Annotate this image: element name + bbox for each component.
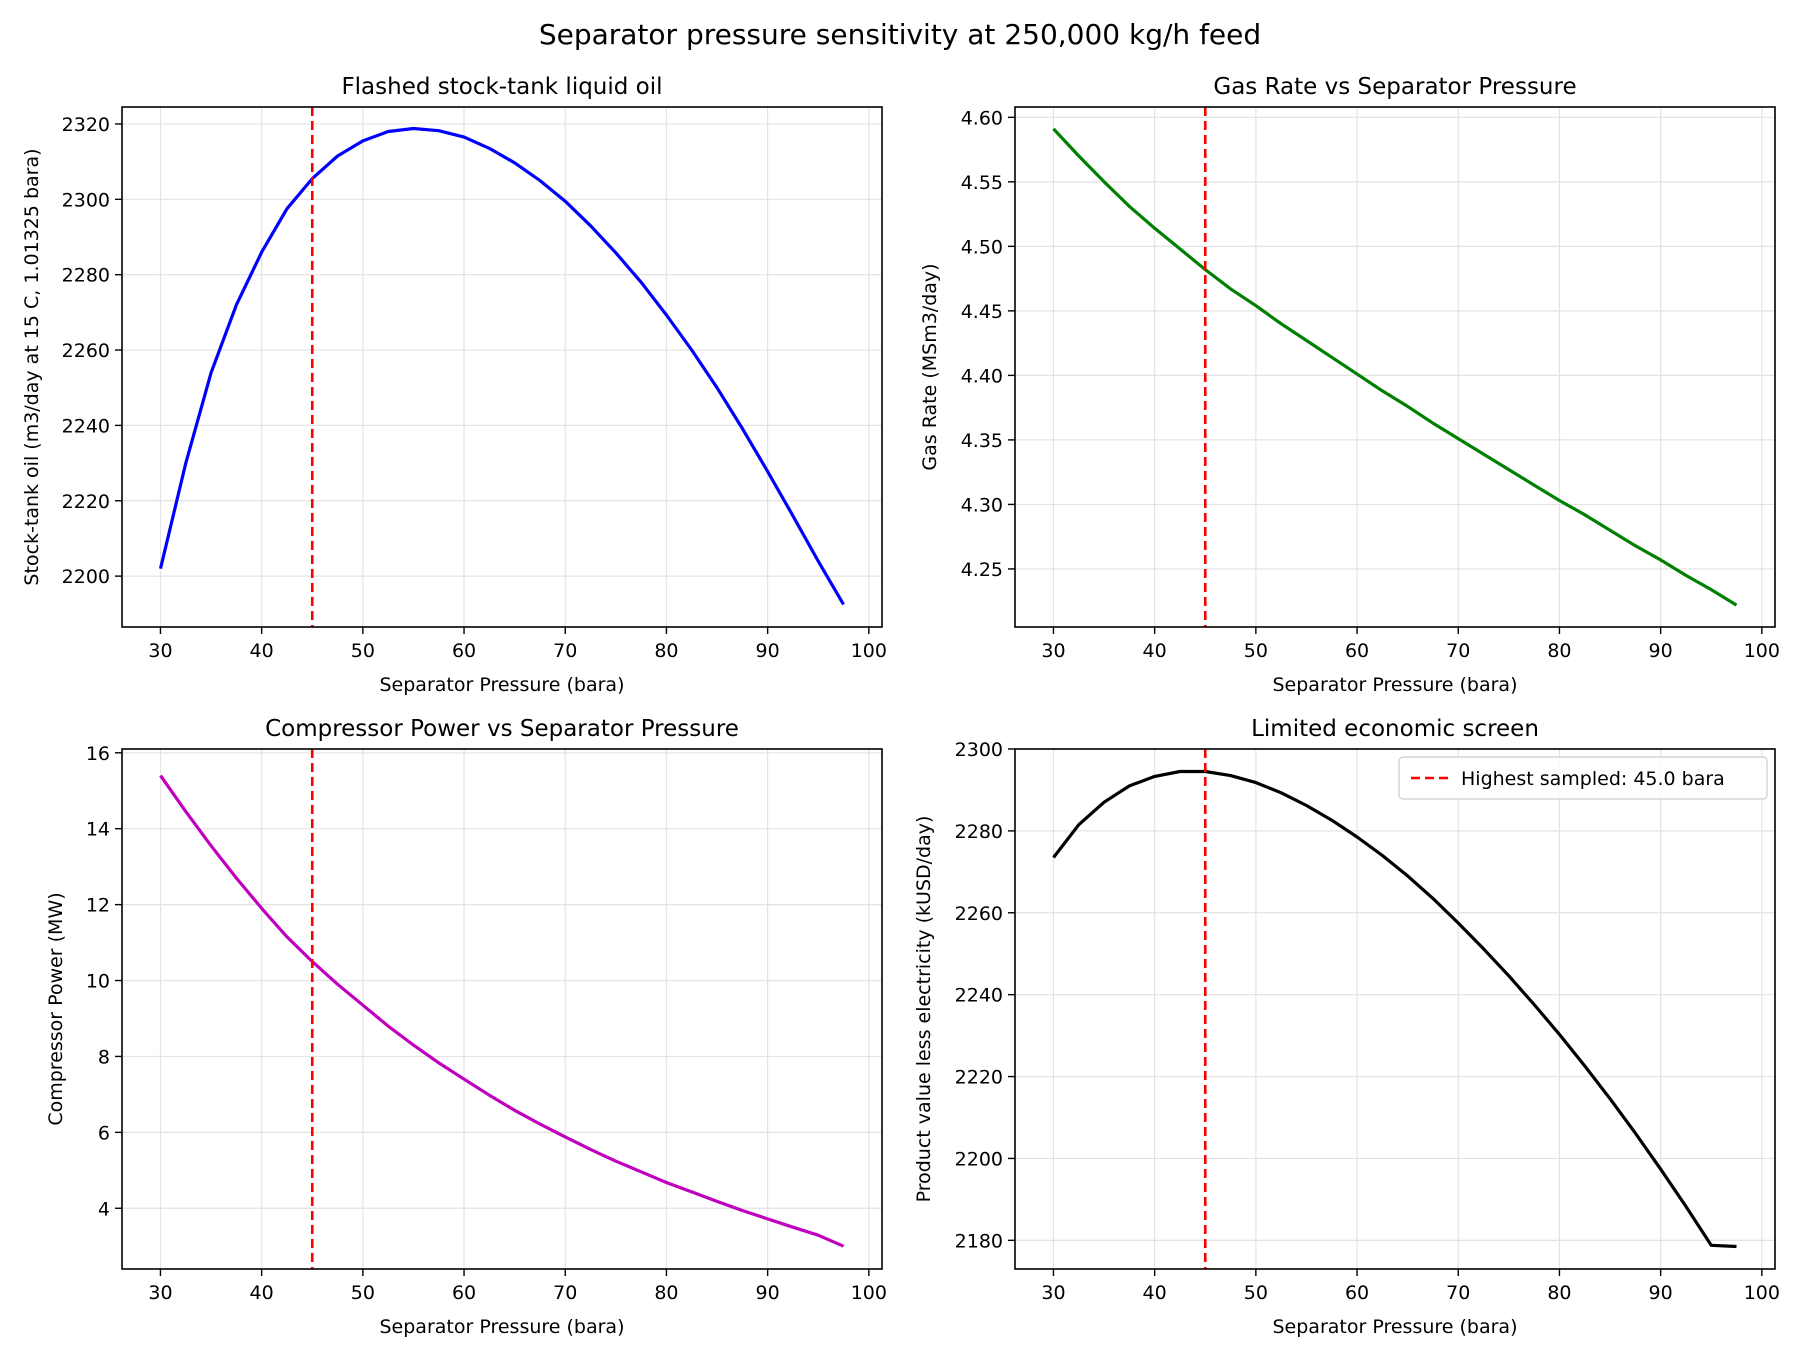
x-tick-label: 50 bbox=[1244, 1282, 1268, 1304]
x-tick-label: 70 bbox=[1446, 1282, 1470, 1304]
legend-box bbox=[1398, 756, 1768, 800]
x-tick-label: 90 bbox=[1649, 1282, 1673, 1304]
x-tick-label: 80 bbox=[1547, 1282, 1571, 1304]
x-tick-label: 70 bbox=[1446, 640, 1470, 662]
subplot-1: 30 40 50 60 70 80 90 100 2200 2220 2240 2260 2280 230… bbox=[21, 74, 887, 696]
y-tick-label: 2180 bbox=[955, 1230, 1003, 1252]
y-tick-label: 6 bbox=[98, 1122, 110, 1144]
subplot-title: Flashed stock-tank liquid oil bbox=[341, 74, 662, 100]
y-tick-label: 2320 bbox=[62, 114, 110, 136]
y-tick-label: 2280 bbox=[955, 821, 1003, 843]
y-tick-label: 12 bbox=[86, 895, 110, 917]
y-tick-label: 2200 bbox=[62, 566, 110, 588]
legend-label: Highest sampled: 45.0 bara bbox=[1461, 768, 1725, 790]
x-tick-label: 60 bbox=[1345, 1282, 1369, 1304]
y-axis-label: Stock-tank oil (m3/day at 15 C, 1.01325 … bbox=[21, 148, 43, 585]
x-tick-label: 40 bbox=[1143, 1282, 1167, 1304]
x-tick-label: 50 bbox=[351, 1282, 375, 1304]
x-tick-label: 60 bbox=[1345, 640, 1369, 662]
y-tick-label: 4.40 bbox=[961, 365, 1003, 387]
x-tick-label: 90 bbox=[1649, 640, 1673, 662]
y-tick-label: 4.35 bbox=[961, 430, 1003, 452]
y-tick-label: 16 bbox=[86, 743, 110, 765]
x-axis-label: Separator Pressure (bara) bbox=[380, 1316, 625, 1338]
y-tick-label: 14 bbox=[86, 819, 110, 841]
x-tick-label: 90 bbox=[756, 640, 780, 662]
subplot-3: 30 40 50 60 70 80 90 100 4 6 8 10 12 14 16 Compressor P… bbox=[45, 716, 887, 1338]
x-tick-label: 50 bbox=[1244, 640, 1268, 662]
x-tick-label: 70 bbox=[553, 640, 577, 662]
axes-frame bbox=[1014, 748, 1776, 1270]
x-tick-label: 50 bbox=[351, 640, 375, 662]
y-tick-label: 4.55 bbox=[961, 172, 1003, 194]
figure-title: Separator pressure sensitivity at 250,00… bbox=[538, 18, 1262, 51]
y-tick-label: 2260 bbox=[955, 903, 1003, 925]
axes-frame bbox=[121, 106, 883, 628]
y-tick-label: 4 bbox=[98, 1198, 110, 1220]
series-line-1 bbox=[1052, 127, 1738, 607]
x-tick-label: 40 bbox=[250, 1282, 274, 1304]
x-tick-label: 100 bbox=[851, 1282, 887, 1304]
subplot-4: 30 40 50 60 70 80 90 100 2180 2200 2220 2240 2260 228… bbox=[913, 716, 1780, 1338]
subplot-2: 30 40 50 60 70 80 90 100 4.25 4.30 4.35 4.40 4.45 4.5… bbox=[919, 74, 1780, 696]
x-axis-label: Separator Pressure (bara) bbox=[1273, 674, 1518, 696]
axes-frame bbox=[1014, 106, 1776, 628]
series-line-1 bbox=[1052, 769, 1737, 1249]
x-tick-label: 80 bbox=[1547, 640, 1571, 662]
series-line-1 bbox=[159, 774, 845, 1248]
x-tick-label: 100 bbox=[1744, 1282, 1780, 1304]
x-tick-label: 30 bbox=[1041, 1282, 1065, 1304]
y-tick-label: 4.30 bbox=[961, 494, 1003, 516]
y-tick-label: 2280 bbox=[62, 265, 110, 287]
x-axis-label: Separator Pressure (bara) bbox=[380, 674, 625, 696]
y-tick-label: 2300 bbox=[955, 739, 1003, 761]
y-tick-label: 2240 bbox=[62, 415, 110, 437]
x-axis-label: Separator Pressure (bara) bbox=[1273, 1316, 1518, 1338]
x-tick-label: 60 bbox=[452, 640, 476, 662]
x-tick-label: 30 bbox=[1041, 640, 1065, 662]
x-tick-label: 100 bbox=[851, 640, 887, 662]
series-line-1 bbox=[158, 126, 845, 606]
y-tick-label: 2200 bbox=[955, 1148, 1003, 1170]
y-tick-label: 2300 bbox=[62, 189, 110, 211]
x-tick-label: 30 bbox=[148, 640, 172, 662]
legend: Highest sampled: 45.0 bara bbox=[1398, 756, 1768, 800]
y-axis-label: Product value less electricity (kUSD/day… bbox=[913, 816, 935, 1203]
x-tick-label: 40 bbox=[250, 640, 274, 662]
axes-frame bbox=[121, 748, 883, 1270]
y-axis-label: Compressor Power (MW) bbox=[45, 892, 67, 1125]
x-tick-label: 100 bbox=[1744, 640, 1780, 662]
y-tick-label: 10 bbox=[86, 971, 110, 993]
y-tick-label: 4.60 bbox=[961, 107, 1003, 129]
x-tick-label: 70 bbox=[553, 1282, 577, 1304]
subplot-title: Gas Rate vs Separator Pressure bbox=[1213, 74, 1576, 100]
x-tick-label: 80 bbox=[654, 1282, 678, 1304]
x-tick-label: 30 bbox=[148, 1282, 172, 1304]
y-tick-label: 2240 bbox=[955, 985, 1003, 1007]
y-axis-label: Gas Rate (MSm3/day) bbox=[919, 263, 941, 470]
x-tick-label: 80 bbox=[654, 640, 678, 662]
x-tick-label: 60 bbox=[452, 1282, 476, 1304]
y-tick-label: 8 bbox=[98, 1046, 110, 1068]
y-tick-label: 2260 bbox=[62, 340, 110, 362]
y-tick-label: 4.45 bbox=[961, 301, 1003, 323]
x-tick-label: 40 bbox=[1143, 640, 1167, 662]
subplot-title: Compressor Power vs Separator Pressure bbox=[265, 716, 739, 742]
y-tick-label: 2220 bbox=[62, 491, 110, 513]
subplot-title: Limited economic screen bbox=[1251, 716, 1539, 742]
x-tick-label: 90 bbox=[756, 1282, 780, 1304]
y-tick-label: 2220 bbox=[955, 1067, 1003, 1089]
y-tick-label: 4.50 bbox=[961, 236, 1003, 258]
y-tick-label: 4.25 bbox=[961, 559, 1003, 581]
